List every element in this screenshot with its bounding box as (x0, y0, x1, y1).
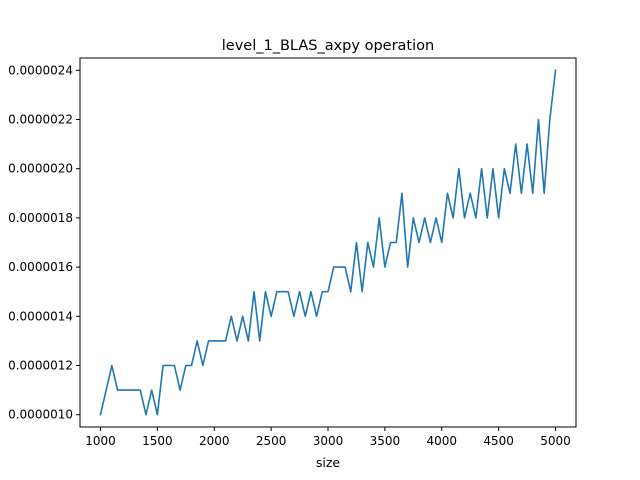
x-tick-label: 3500 (370, 434, 401, 448)
x-tick-label: 3000 (313, 434, 344, 448)
x-tick-label: 4000 (426, 434, 457, 448)
y-tick-label: 0.0000010 (8, 408, 73, 422)
y-tick-label: 0.0000016 (8, 260, 73, 274)
y-tick-label: 0.0000022 (8, 113, 73, 127)
y-tick-label: 0.0000018 (8, 211, 73, 225)
y-tick-label: 0.0000024 (8, 63, 73, 77)
y-tick-label: 0.0000020 (8, 162, 73, 176)
x-tick-label: 4500 (483, 434, 514, 448)
x-axis-label: size (316, 455, 341, 470)
x-tick-label: 1000 (85, 434, 116, 448)
chart-title: level_1_BLAS_axpy operation (222, 38, 434, 54)
y-tick-label: 0.0000012 (8, 359, 73, 373)
x-tick-label: 2000 (199, 434, 230, 448)
x-tick-label: 2500 (256, 434, 287, 448)
y-tick-label: 0.0000014 (8, 309, 73, 323)
x-tick-label: 1500 (142, 434, 173, 448)
x-axis: 1000 1500 2000 2500 3000 3500 4000 4500 5000 (85, 427, 571, 448)
series-line (99, 69, 557, 416)
series-layer (99, 69, 557, 416)
y-axis: 0.0000010 0.0000012 0.0000014 0.0000016 0.00… (8, 63, 80, 422)
x-tick-label: 5000 (540, 434, 571, 448)
